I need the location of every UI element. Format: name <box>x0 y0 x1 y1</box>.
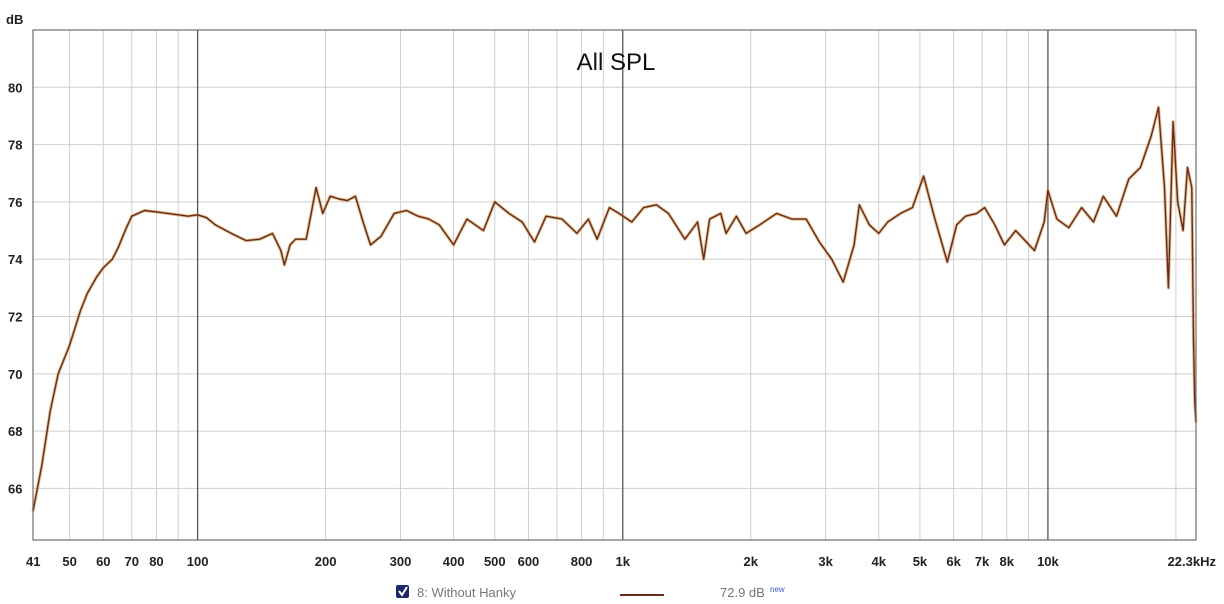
x-tick-label: 400 <box>443 554 465 569</box>
legend-reading-suffix: new <box>770 585 785 594</box>
x-tick-label: 1k <box>616 554 631 569</box>
x-tick-label: 200 <box>315 554 337 569</box>
chart-title: All SPL <box>577 49 656 76</box>
series-line <box>32 106 1197 512</box>
y-tick-label: 74 <box>8 252 23 267</box>
legend-series-name: 8: Without Hanky <box>417 585 516 600</box>
x-tick-label: 60 <box>96 554 110 569</box>
legend: 8: Without Hanky 72.9 dB new <box>396 585 785 600</box>
x-tick-label: 41 <box>26 554 40 569</box>
grid <box>33 30 1196 540</box>
y-tick-label: 72 <box>8 310 22 325</box>
x-tick-label: 22.3kHz <box>1168 554 1217 569</box>
y-tick-label: 68 <box>8 424 22 439</box>
x-tick-label: 4k <box>872 554 887 569</box>
y-axis-label: dB <box>6 12 23 27</box>
y-tick-label: 66 <box>8 481 22 496</box>
x-tick-label: 7k <box>975 554 990 569</box>
y-tick-labels: 66 68 70 72 74 76 78 80 <box>8 80 23 496</box>
x-tick-label: 5k <box>913 554 928 569</box>
x-tick-label: 2k <box>744 554 759 569</box>
x-tick-label: 500 <box>484 554 506 569</box>
x-tick-label: 600 <box>518 554 540 569</box>
x-tick-label: 10k <box>1037 554 1059 569</box>
x-tick-label: 70 <box>125 554 139 569</box>
x-tick-label: 100 <box>187 554 209 569</box>
check-icon <box>398 586 408 597</box>
series-line-highlight <box>31 105 1198 512</box>
series-lines <box>31 105 1198 512</box>
x-tick-label: 80 <box>149 554 163 569</box>
x-tick-label: 300 <box>390 554 412 569</box>
plot-frame <box>32 29 1197 541</box>
legend-reading: 72.9 dB <box>720 585 765 600</box>
y-tick-label: 80 <box>8 80 22 95</box>
x-tick-label: 800 <box>571 554 593 569</box>
x-tick-label: 50 <box>62 554 76 569</box>
x-tick-label: 6k <box>946 554 961 569</box>
y-tick-label: 78 <box>8 138 22 153</box>
x-tick-labels: 41 50 60 70 80 100 200 300 400 500 600 800 1k 2k 3k 4k 5… <box>26 554 1216 569</box>
y-tick-label: 70 <box>8 367 22 382</box>
y-tick-label: 76 <box>8 195 22 210</box>
x-tick-label: 3k <box>818 554 833 569</box>
x-tick-label: 8k <box>999 554 1014 569</box>
